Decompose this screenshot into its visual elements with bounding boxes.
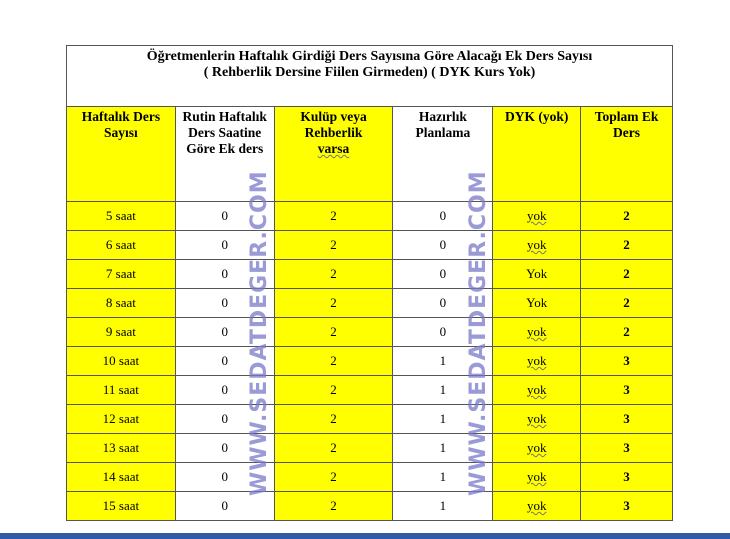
cell-club: 2 [273,259,394,289]
cell-routine: 0 [174,375,275,405]
cell-hours: 11 saat [66,375,176,405]
cell-dyk: yok [492,433,582,463]
cell-hours: 7 saat [66,259,176,289]
cell-hours: 14 saat [66,462,176,492]
cell-hours: 10 saat [66,346,176,376]
cell-club: 2 [273,317,394,347]
header-dyk: DYK (yok) [492,106,582,202]
cell-dyk: yok [492,404,582,434]
table-row: 7 saat 0 2 0 Yok 2 [66,259,673,289]
cell-total: 2 [580,288,673,318]
cell-total: 2 [580,201,673,231]
cell-club: 2 [273,375,394,405]
header-haftalik: Haftalık Ders Sayısı [66,106,176,202]
cell-prep: 0 [392,201,494,231]
cell-club: 2 [273,201,394,231]
cell-routine: 0 [174,462,275,492]
table-row: 8 saat 0 2 0 Yok 2 [66,288,673,318]
cell-total: 3 [580,346,673,376]
cell-club: 2 [273,404,394,434]
cell-hours: 9 saat [66,317,176,347]
cell-prep: 0 [392,230,494,260]
cell-dyk: yok [492,375,582,405]
table-row: 15 saat 0 2 1 yok 3 [66,491,673,521]
header-kulup: Kulüp veya Rehberlik varsa [273,106,394,202]
cell-club: 2 [273,230,394,260]
cell-prep: 1 [392,433,494,463]
table-row: 9 saat 0 2 0 yok 2 [66,317,673,347]
table-row: 6 saat 0 2 0 yok 2 [66,230,673,260]
cell-dyk: yok [492,346,582,376]
bottom-bar [0,533,730,539]
cell-routine: 0 [174,433,275,463]
table-row: 10 saat 0 2 1 yok 3 [66,346,673,376]
cell-club: 2 [273,491,394,521]
cell-total: 2 [580,317,673,347]
cell-total: 3 [580,433,673,463]
cell-dyk: yok [492,491,582,521]
cell-club: 2 [273,288,394,318]
table-row: 5 saat 0 2 0 yok 2 [66,201,673,231]
cell-club: 2 [273,346,394,376]
table-row: 13 saat 0 2 1 yok 3 [66,433,673,463]
cell-hours: 12 saat [66,404,176,434]
cell-hours: 6 saat [66,230,176,260]
table-row: 14 saat 0 2 1 yok 3 [66,462,673,492]
cell-dyk: yok [492,201,582,231]
cell-prep: 1 [392,491,494,521]
cell-prep: 1 [392,404,494,434]
title-line-2: ( Rehberlik Dersine Fiilen Girmeden) ( D… [203,65,536,80]
cell-total: 2 [580,230,673,260]
cell-total: 3 [580,404,673,434]
cell-dyk: Yok [492,259,582,289]
watermark: WWW.SEDATDEGER.COM [466,170,491,496]
cell-hours: 8 saat [66,288,176,318]
cell-total: 3 [580,491,673,521]
header-kulup-varsa: varsa [317,141,350,156]
cell-total: 3 [580,462,673,492]
cell-dyk: Yok [492,288,582,318]
cell-routine: 0 [174,491,275,521]
cell-dyk: yok [492,317,582,347]
cell-prep: 1 [392,375,494,405]
cell-dyk: yok [492,462,582,492]
cell-routine: 0 [174,317,275,347]
header-rutin: Rutin Haftalık Ders Saatine Göre Ek ders [174,106,275,202]
cell-hours: 15 saat [66,491,176,521]
table-row: 11 saat 0 2 1 yok 3 [66,375,673,405]
cell-routine: 0 [174,230,275,260]
cell-total: 2 [580,259,673,289]
cell-dyk: yok [492,230,582,260]
cell-hours: 13 saat [66,433,176,463]
cell-total: 3 [580,375,673,405]
table-title: Öğretmenlerin Haftalık Girdiği Ders Sayı… [66,45,673,107]
table-row: 12 saat 0 2 1 yok 3 [66,404,673,434]
header-toplam: Toplam Ek Ders [580,106,673,202]
cell-club: 2 [273,462,394,492]
title-line-1: Öğretmenlerin Haftalık Girdiği Ders Sayı… [146,49,593,64]
cell-hours: 5 saat [66,201,176,231]
ek-ders-table: Öğretmenlerin Haftalık Girdiği Ders Sayı… [66,45,673,521]
watermark: WWW.SEDATDEGER.COM [247,170,272,496]
header-kulup-text: Kulüp veya Rehberlik [300,109,367,140]
cell-club: 2 [273,433,394,463]
